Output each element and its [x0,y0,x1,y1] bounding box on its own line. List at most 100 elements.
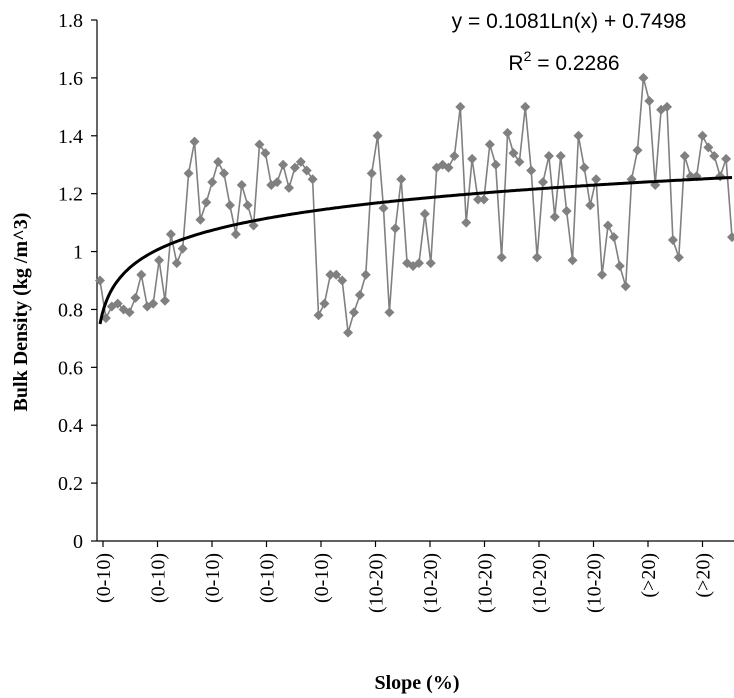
data-point-marker [526,165,537,176]
data-point-marker [721,153,732,164]
r-squared-value: = 0.2286 [531,52,619,75]
logarithmic-trendline [98,176,733,325]
data-point-marker [260,148,271,159]
data-point-marker [620,281,631,292]
data-point-marker [644,96,655,107]
data-point-marker [289,162,300,173]
series-line [99,77,733,333]
data-point-marker [679,151,690,162]
y-tick-label: 1.8 [58,10,83,32]
data-point-marker [112,298,123,309]
data-point-marker [236,179,247,190]
data-point-marker [508,148,519,159]
data-point-marker [514,156,525,167]
y-tick-label: 0.8 [58,299,83,321]
data-point-marker [502,127,513,138]
data-point-marker [555,151,566,162]
y-tick-label: 1.6 [58,68,83,90]
data-point-marker [585,200,596,211]
data-point-marker [183,168,194,179]
data-point-marker [396,174,407,185]
data-point-marker [561,206,572,217]
data-point-marker [490,159,501,170]
data-point-marker [159,295,170,306]
data-point-marker [673,252,684,263]
y-axis-title: Bulk Density (kg /m^3) [10,213,32,412]
r-squared-prefix: R [508,52,523,75]
x-tick-label: (0-10) [93,553,115,603]
data-point-marker [484,139,495,150]
data-point-marker [130,292,141,303]
data-point-marker [213,156,224,167]
data-point-marker [520,101,531,112]
data-point-marker [602,220,613,231]
y-tick-label: 0.6 [58,357,83,379]
r-squared-superscript: 2 [524,48,532,64]
data-point-marker [455,101,466,112]
data-point-marker [242,200,253,211]
data-point-marker [478,194,489,205]
data-point-marker [591,174,602,185]
data-point-marker [372,130,383,141]
data-point-marker [549,211,560,222]
data-point-marker [100,313,111,324]
data-point-marker [343,327,354,338]
data-point-marker [425,258,436,269]
data-point-marker [337,275,348,286]
data-point-marker [378,203,389,214]
data-point-marker [307,174,318,185]
data-point-marker [177,243,188,254]
data-point-marker [667,234,678,245]
data-point-marker [467,153,478,164]
x-tick-label: (0-10) [311,553,333,603]
x-axis-ticks: (0-10) (0-10) (0-10) (0-10) (0-10) (10-20) (10… [93,541,715,613]
data-point-marker [703,142,714,153]
data-point-marker [473,194,484,205]
data-point-marker [384,307,395,318]
data-point-marker [154,255,165,266]
x-tick-label: (10-20) [584,553,606,613]
data-point-marker [632,145,643,156]
data-point-marker [579,162,590,173]
y-tick-label: 1.2 [58,184,83,206]
data-point-marker [419,208,430,219]
data-point-marker [567,255,578,266]
data-point-marker [366,168,377,179]
data-point-marker [313,310,324,321]
data-point-marker [195,214,206,225]
data-point-marker [360,269,371,280]
y-tick-label: 0.4 [58,415,83,437]
data-point-marker [496,252,507,263]
data-point-marker [354,289,365,300]
data-point-marker [207,177,218,188]
x-tick-label: (10-20) [366,553,388,613]
data-point-marker [272,177,283,188]
r-squared-label: R2 = 0.2286 [508,48,619,75]
data-point-marker [325,269,336,280]
data-point-marker [348,307,359,318]
data-point-marker [136,269,147,280]
data-point-marker [295,156,306,167]
data-point-marker [537,177,548,188]
data-point-marker [662,101,673,112]
data-point-marker [301,165,312,176]
data-point-marker [532,252,543,263]
data-point-marker [189,136,200,147]
x-tick-label: (0-10) [148,553,170,603]
data-point-marker [449,151,460,162]
data-point-marker [390,223,401,234]
data-point-marker [95,275,105,286]
data-point-marker [224,200,235,211]
data-point-marker [254,139,265,150]
data-point-marker [715,171,726,182]
data-point-marker [171,258,182,269]
data-point-marker [638,72,649,83]
data-point-marker [165,229,176,240]
x-axis-title: Slope (%) [375,672,460,694]
data-point-marker [614,261,625,272]
data-point-marker [443,162,454,173]
data-point-marker [697,130,708,141]
data-point-marker [230,229,241,240]
x-tick-label: (>20) [638,553,660,598]
